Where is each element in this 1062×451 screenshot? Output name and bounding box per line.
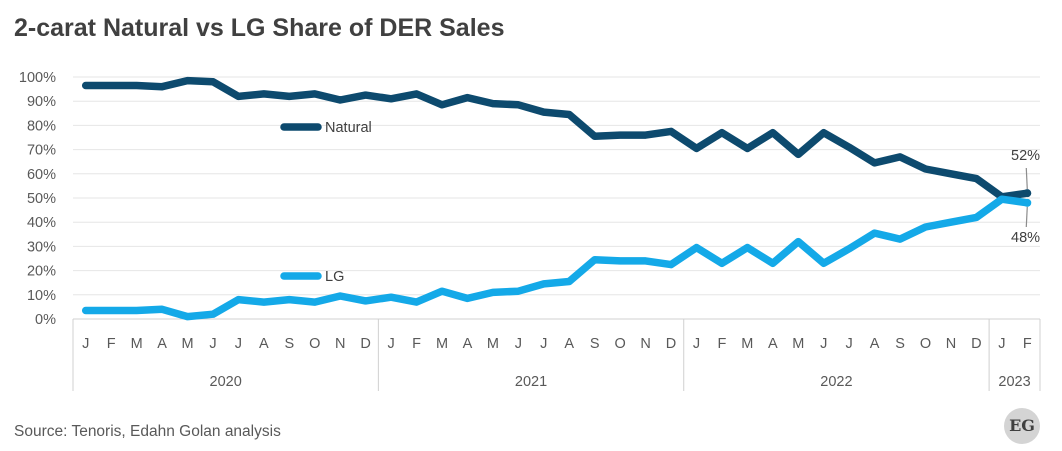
y-axis-ticks: 0% 10% 20% 30% 40% 50% 60% 70% 80% 90% 100% xyxy=(19,70,56,328)
y-tick-label: 0% xyxy=(35,312,56,328)
annotation-lg-last: 48% xyxy=(1011,230,1040,246)
y-tick-label: 30% xyxy=(27,239,56,255)
y-tick-label: 20% xyxy=(27,264,56,280)
year-label: 2021 xyxy=(515,374,547,390)
x-tick-label: A xyxy=(157,336,167,352)
x-tick-label: M xyxy=(436,336,448,352)
x-tick-label: N xyxy=(946,336,956,352)
x-tick-label: J xyxy=(998,336,1005,352)
legend: Natural LG xyxy=(280,120,372,285)
series-line-natural xyxy=(81,76,1032,201)
legend-label-lg: LG xyxy=(325,269,344,285)
x-tick-label: S xyxy=(895,336,905,352)
end-point-natural xyxy=(1023,189,1032,198)
x-tick-label: F xyxy=(1023,336,1032,352)
x-tick-label: D xyxy=(360,336,370,352)
annotation-leader-lg xyxy=(1025,206,1028,228)
series-line-lg xyxy=(81,195,1032,321)
x-tick-label: O xyxy=(309,336,320,352)
x-tick-label: A xyxy=(870,336,880,352)
annotation-leader-natural xyxy=(1025,167,1028,190)
eg-logo: EG xyxy=(1004,408,1040,444)
x-tick-label: O xyxy=(614,336,625,352)
x-tick-label: S xyxy=(590,336,600,352)
x-tick-label: F xyxy=(107,336,116,352)
x-tick-label: M xyxy=(741,336,753,352)
y-tick-label: 50% xyxy=(27,191,56,207)
x-tick-label: S xyxy=(284,336,294,352)
x-tick-label: J xyxy=(693,336,700,352)
year-label: 2022 xyxy=(820,374,852,390)
x-tick-label: D xyxy=(666,336,676,352)
x-axis: J F M A M J J A S O N D J F M A M J J A S O N D J F M A M J J A S O N D J F20… xyxy=(72,318,1041,391)
y-tick-label: 70% xyxy=(27,143,56,159)
x-tick-label: A xyxy=(564,336,574,352)
x-tick-label: M xyxy=(792,336,804,352)
x-tick-label: J xyxy=(82,336,89,352)
year-label: 2023 xyxy=(998,374,1030,390)
x-tick-label: M xyxy=(181,336,193,352)
x-tick-label: N xyxy=(335,336,345,352)
y-tick-label: 40% xyxy=(27,215,56,231)
end-point-lg xyxy=(1023,198,1032,207)
year-label: 2020 xyxy=(210,374,242,390)
x-tick-label: M xyxy=(487,336,499,352)
y-tick-label: 10% xyxy=(27,288,56,304)
annotation-natural-last: 52% xyxy=(1011,148,1040,164)
x-tick-label: J xyxy=(515,336,522,352)
x-tick-label: A xyxy=(259,336,269,352)
x-tick-label: J xyxy=(235,336,242,352)
y-tick-label: 80% xyxy=(27,118,56,134)
x-tick-label: M xyxy=(131,336,143,352)
x-tick-label: J xyxy=(387,336,394,352)
x-tick-label: O xyxy=(920,336,931,352)
x-tick-label: N xyxy=(640,336,650,352)
y-tick-label: 60% xyxy=(27,167,56,183)
x-tick-label: D xyxy=(971,336,981,352)
chart-title: 2-carat Natural vs LG Share of DER Sales xyxy=(14,14,505,42)
x-tick-label: F xyxy=(717,336,726,352)
annotations: 52% 48% xyxy=(1011,148,1040,246)
x-tick-label: F xyxy=(412,336,421,352)
x-tick-label: J xyxy=(540,336,547,352)
y-tick-label: 90% xyxy=(27,94,56,110)
source-note: Source: Tenoris, Edahn Golan analysis xyxy=(14,423,281,440)
x-tick-label: A xyxy=(768,336,778,352)
legend-label-natural: Natural xyxy=(325,120,372,136)
x-tick-label: A xyxy=(463,336,473,352)
series-lines xyxy=(81,76,1032,321)
x-tick-label: J xyxy=(820,336,827,352)
x-tick-label: J xyxy=(209,336,216,352)
y-tick-label: 100% xyxy=(19,70,56,86)
x-tick-label: J xyxy=(846,336,853,352)
gridlines xyxy=(73,76,1040,296)
